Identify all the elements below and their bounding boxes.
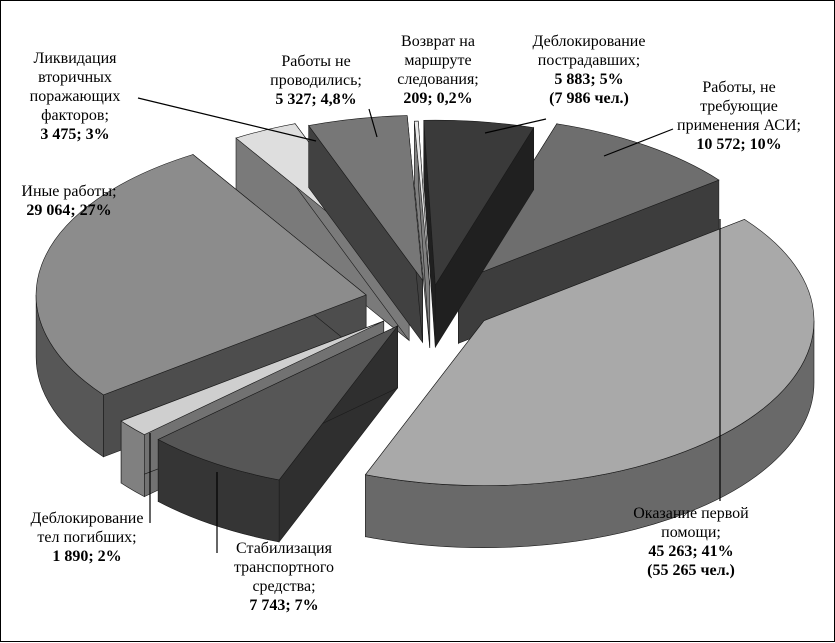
category-label: средства; (252, 578, 315, 595)
leader-line-deblock-victims (484, 118, 547, 134)
value-label: 7 743; 7% (249, 597, 318, 614)
label-first-aid: Оказание первой помощи; 45 263; 41% (55 265… (633, 505, 749, 579)
category-label: следования; (397, 71, 479, 88)
label-return-route: Возврат на маршруте следования; 209; 0,2% (397, 33, 479, 107)
category-label: Иные работы; (21, 183, 116, 200)
value-label: 209; 0,2% (403, 90, 472, 107)
leaders-layer (137, 97, 721, 553)
slice-first-aid (364, 218, 815, 548)
value-label: 5 327; 4,8% (275, 91, 356, 108)
value-label: 29 064; 27% (26, 202, 111, 219)
category-label: пострадавших; (538, 52, 640, 69)
category-label: применения АСИ; (677, 117, 801, 134)
label-no-work: Работы не проводились; 5 327; 4,8% (270, 53, 362, 108)
value-label: 1 890; 2% (52, 548, 121, 565)
slice-stabilization (157, 325, 398, 543)
slice-no-work (308, 115, 424, 344)
value-label: (55 265 чел.) (647, 562, 735, 579)
category-label: помощи; (661, 524, 721, 541)
value-label: 5 883; 5% (554, 71, 623, 88)
category-label: требующие (700, 98, 778, 115)
value-label: 10 572; 10% (696, 136, 781, 153)
leader-line-no-asi (603, 128, 674, 157)
value-label: (7 986 чел.) (549, 90, 629, 107)
slice-return-route (413, 120, 431, 349)
label-stabilization: Стабилизация транспортного средства; 7 743;… (234, 540, 334, 614)
category-label: Ликвидация (33, 50, 117, 67)
slice-deblock-victims (423, 119, 535, 349)
leader-line-no-work (368, 108, 378, 138)
category-label: вторичных (38, 69, 112, 86)
category-label: Стабилизация (236, 540, 333, 557)
category-label: Работы, не (702, 79, 775, 96)
category-label: Возврат на (401, 33, 475, 50)
value-label: 45 263; 41% (648, 543, 733, 560)
category-label: Оказание первой (633, 505, 749, 522)
label-other: Иные работы; 29 064; 27% (21, 183, 116, 219)
label-no-asi: Работы, не требующие применения АСИ; 10 572… (677, 79, 801, 153)
value-label: 3 475; 3% (40, 126, 109, 143)
slices-layer (35, 115, 815, 548)
label-deblock-victims: Деблокирование пострадавших; 5 883; 5% (7 9… (533, 33, 646, 107)
category-label: транспортного (234, 559, 334, 576)
category-label: Деблокирование (31, 510, 144, 527)
leader-line-liquidation (137, 97, 317, 142)
label-deblock-bodies: Деблокирование тел погибших; 1 890; 2% (31, 510, 144, 565)
category-label: поражающих (30, 88, 121, 105)
category-label: Работы не (281, 53, 350, 70)
category-label: маршруте (404, 52, 471, 69)
label-liquidation: Ликвидация вторичных поражающих факторов; 3 … (30, 50, 121, 143)
category-label: факторов; (41, 107, 109, 124)
category-label: тел погибших; (37, 529, 136, 546)
category-label: Деблокирование (533, 33, 646, 50)
category-label: проводились; (270, 72, 362, 89)
labels-layer: Деблокирование пострадавших; 5 883; 5% (7 9… (21, 33, 801, 614)
